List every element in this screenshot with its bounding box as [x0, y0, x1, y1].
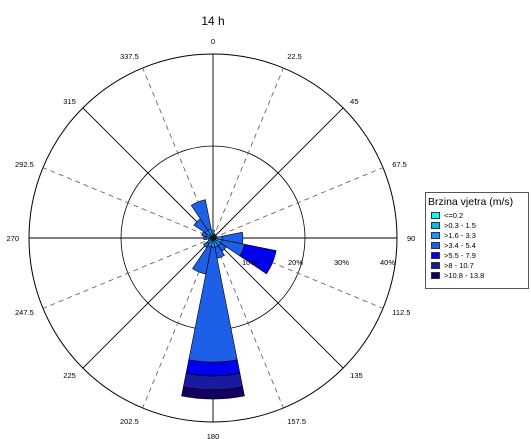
petal-22.5-bin-2 [212, 233, 216, 238]
legend-items: <=0.2 >0.3 - 1.5 >1.6 - 3.3 >3.4 - 5.4 >5.5 … [426, 210, 528, 280]
direction-label-225: 225 [63, 371, 76, 380]
legend-label: >3.4 - 5.4 [444, 240, 476, 250]
direction-label-315: 315 [63, 97, 76, 106]
spoke-157.5 [212, 237, 284, 409]
direction-labels: 0 22.5 45 67.5 90 112.5 135 157.5 180 202.5 225 247… [6, 37, 415, 439]
radial-label-30: 30% [334, 258, 349, 267]
radial-labels: 10% 20% 30% 40% [242, 258, 395, 267]
direction-label-180: 180 [207, 432, 220, 439]
legend-swatch [431, 261, 440, 269]
legend-swatch [431, 251, 440, 259]
direction-label-22.5: 22.5 [287, 52, 302, 61]
radial-label-10: 10% [242, 258, 257, 267]
spoke-315 [82, 107, 214, 239]
direction-label-247.5: 247.5 [15, 308, 34, 317]
direction-label-202.5: 202.5 [120, 417, 139, 426]
radial-label-40: 40% [380, 258, 395, 267]
direction-label-112.5: 112.5 [392, 308, 410, 317]
petal-337.5-bin-3 [190, 199, 212, 231]
spoke-225 [82, 237, 214, 369]
legend-item-1: >0.3 - 1.5 [431, 220, 528, 230]
legend-title: Brzina vjetra (m/s) [428, 196, 514, 208]
direction-label-337.5: 337.5 [120, 52, 139, 61]
direction-label-135: 135 [350, 371, 363, 380]
legend-swatch [431, 221, 440, 229]
direction-label-90: 90 [407, 234, 415, 243]
legend-item-0: <=0.2 [431, 210, 528, 220]
petal-180-bin-6 [181, 386, 245, 400]
wind-petals [181, 199, 277, 400]
legend-label: >0.3 - 1.5 [444, 220, 476, 230]
legend-label: >10.8 - 13.8 [444, 270, 485, 280]
direction-label-45: 45 [350, 97, 358, 106]
petal-180-bin-5 [183, 372, 243, 391]
direction-label-0: 0 [211, 37, 215, 46]
spoke-292.5 [42, 167, 214, 239]
legend-label: >8 - 10.7 [444, 260, 474, 270]
direction-label-157.5: 157.5 [287, 417, 306, 426]
legend-label: >5.5 - 7.9 [444, 250, 476, 260]
legend-item-5: >8 - 10.7 [431, 260, 528, 270]
spoke-135 [212, 237, 344, 369]
direction-label-67.5: 67.5 [392, 160, 407, 169]
spoke-45 [212, 107, 344, 239]
spoke-247.5 [42, 237, 214, 309]
spoke-22.5 [212, 67, 284, 239]
legend-swatch [431, 211, 440, 219]
petal-202.5-bin-3 [192, 245, 212, 275]
spoke-67.5 [212, 167, 384, 239]
chart-title: 14 h [201, 14, 224, 28]
radial-label-20: 20% [288, 258, 303, 267]
legend-swatch [431, 231, 440, 239]
direction-label-270: 270 [6, 234, 19, 243]
petal-225-bin-3 [203, 241, 210, 248]
legend-item-4: >5.5 - 7.9 [431, 250, 528, 260]
direction-label-292.5: 292.5 [15, 160, 34, 169]
legend: Brzina vjetra (m/s) <=0.2 >0.3 - 1.5 >1.6 … [425, 192, 529, 289]
petal-112.5-bin-4 [239, 243, 277, 275]
legend-item-2: >1.6 - 3.3 [431, 230, 528, 240]
petal-180-bin-4 [185, 359, 241, 377]
legend-label: <=0.2 [444, 210, 464, 220]
legend-label: >1.6 - 3.3 [444, 230, 476, 240]
legend-item-6: >10.8 - 13.8 [431, 270, 528, 280]
legend-item-3: >3.4 - 5.4 [431, 240, 528, 250]
legend-swatch [431, 271, 440, 279]
legend-swatch [431, 241, 440, 249]
